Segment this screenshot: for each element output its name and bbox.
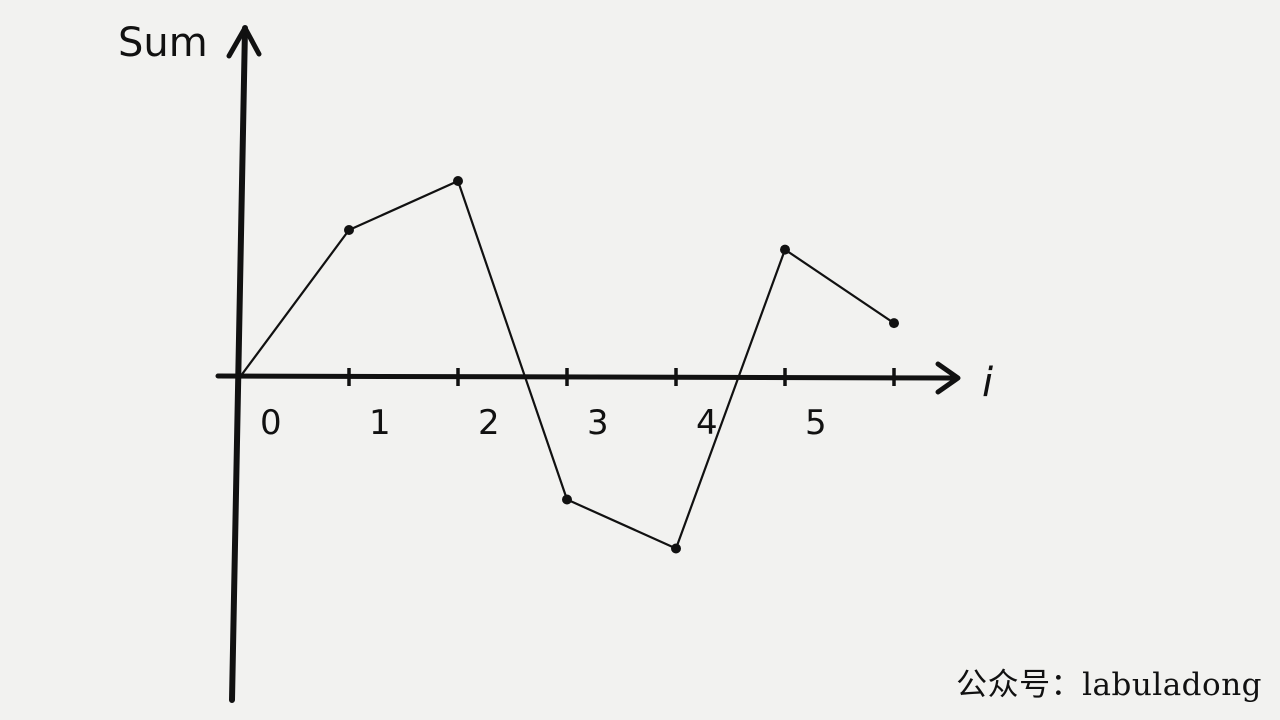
y-axis-title: Sum (118, 20, 208, 66)
data-point (780, 244, 790, 255)
data-point (889, 318, 899, 329)
x-axis-line (215, 373, 959, 381)
watermark-label: 公众号：labuladong (956, 667, 1262, 703)
x-axis-title: i (982, 360, 993, 406)
x-axis-ticks (347, 368, 896, 386)
x-tick-label: 2 (478, 403, 500, 443)
x-axis-arrowhead (935, 361, 961, 395)
x-tick-label: 0 (260, 403, 282, 443)
x-tick-label: 4 (696, 403, 718, 443)
data-point (344, 225, 354, 235)
y-axis-line (229, 25, 248, 703)
x-tick-label: 1 (369, 403, 391, 443)
x-tick-label: 5 (805, 403, 827, 443)
y-axis-arrowhead (226, 25, 262, 59)
data-point (671, 543, 681, 554)
x-tick-label: 3 (587, 403, 609, 443)
axes: Sum i (118, 20, 993, 703)
x-axis-tick-labels: 0 1 2 3 4 5 (260, 403, 827, 443)
data-points (344, 176, 899, 554)
series-line (239, 179, 895, 550)
data-point (453, 176, 463, 186)
data-point (562, 494, 572, 505)
